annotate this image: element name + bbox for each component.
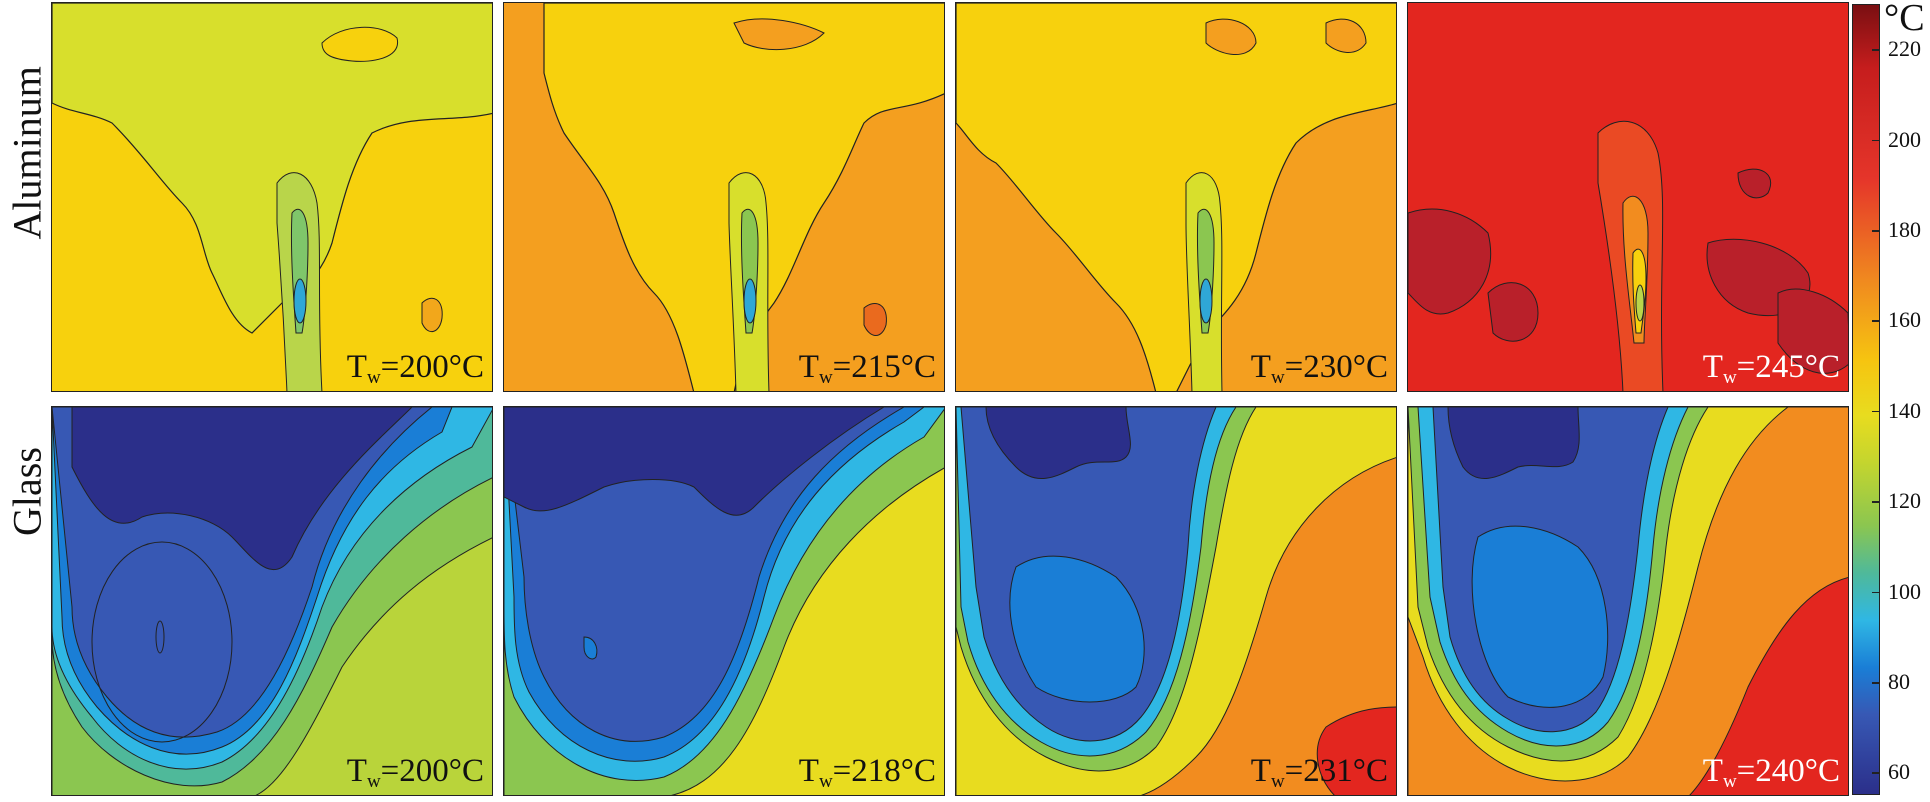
colorbar-tick-mark xyxy=(1872,410,1880,413)
colorbar-tick-label: 180 xyxy=(1888,217,1921,242)
glass-panel-3: Tw=231°C xyxy=(955,406,1397,796)
colorbar-tick-mark xyxy=(1872,772,1880,774)
glass-tw-label-2: Tw=218°C xyxy=(798,753,936,792)
colorbar-tick-label: 100 xyxy=(1888,578,1921,604)
row-label-aluminum: Aluminum xyxy=(4,66,50,240)
colorbar-tick-mark xyxy=(1872,591,1880,594)
colorbar-tick-label: 120 xyxy=(1888,488,1921,514)
glass-panel-2: Tw=218°C xyxy=(503,406,945,796)
colorbar-tick-label: 160 xyxy=(1888,307,1921,333)
aluminum-panel-4: Tw=245°C xyxy=(1407,2,1849,392)
aluminum-tw-label-3: Tw=230°C xyxy=(1250,349,1388,388)
colorbar-tick-label: 220 xyxy=(1888,36,1921,62)
aluminum-panel-1: Tw=200°C xyxy=(51,2,493,392)
aluminum-tw-label-1: Tw=200°C xyxy=(346,349,484,388)
glass-panel-4: Tw=240°C xyxy=(1407,406,1849,796)
aluminum-tw-label-4: Tw=245°C xyxy=(1702,349,1840,388)
glass-tw-label-1: Tw=200°C xyxy=(346,753,484,792)
colorbar-tick-mark xyxy=(1872,320,1880,322)
colorbar-tick-mark xyxy=(1872,682,1880,684)
colorbar-tick-mark xyxy=(1872,230,1880,232)
colorbar-tick-mark xyxy=(1872,49,1880,51)
colorbar-unit-label: °C xyxy=(1884,0,1925,39)
aluminum-tw-label-2: Tw=215°C xyxy=(798,349,936,388)
glass-tw-label-4: Tw=240°C xyxy=(1702,753,1840,792)
glass-tw-label-3: Tw=231°C xyxy=(1250,753,1388,792)
colorbar-tick-mark xyxy=(1872,501,1880,503)
aluminum-panel-3: Tw=230°C xyxy=(955,2,1397,392)
colorbar-tick-label: 140 xyxy=(1888,397,1921,423)
colorbar-tick-label: 80 xyxy=(1888,669,1910,694)
aluminum-panel-2: Tw=215°C xyxy=(503,2,945,392)
colorbar-tick-label: 60 xyxy=(1888,759,1910,785)
colorbar-tick-mark xyxy=(1872,139,1880,142)
colorbar-tick-label: 200 xyxy=(1888,126,1921,152)
row-label-glass: Glass xyxy=(4,447,50,536)
glass-panel-1: Tw=200°C xyxy=(51,406,493,796)
colorbar xyxy=(1852,4,1880,795)
